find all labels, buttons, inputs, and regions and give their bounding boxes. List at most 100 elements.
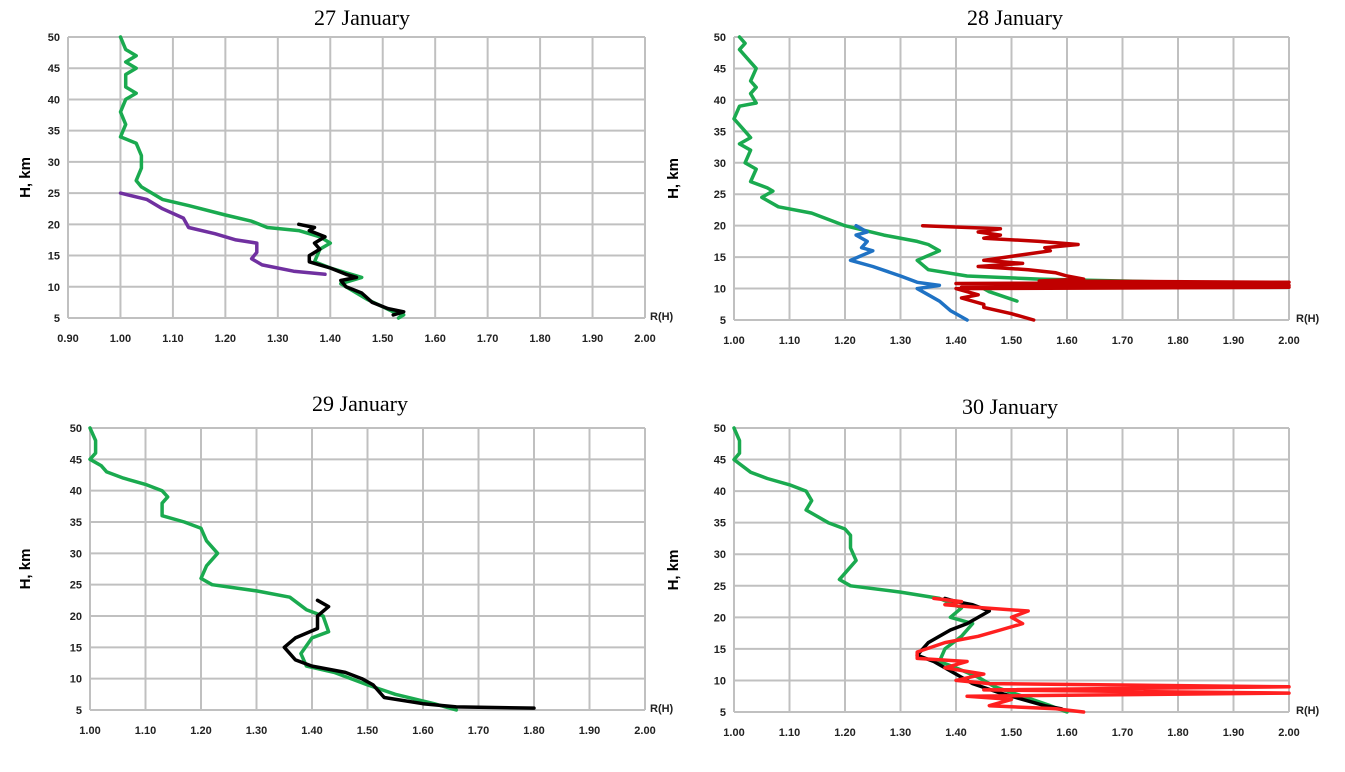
y-tick-label: 30	[714, 549, 726, 561]
x-tick-label: 2.00	[634, 333, 655, 345]
y-tick-label: 50	[714, 423, 726, 435]
chart-title: 28 January	[967, 5, 1063, 30]
x-tick-label: 2.00	[634, 725, 655, 737]
y-tick-label: 35	[714, 126, 726, 138]
series-line-3	[915, 596, 1291, 714]
y-tick-label: 40	[714, 486, 726, 498]
x-tick-label: 1.90	[579, 725, 600, 737]
x-tick-label: 1.70	[1112, 727, 1133, 739]
y-tick-label: 50	[70, 423, 82, 435]
x-tick-label: 1.80	[1167, 727, 1188, 739]
chart-panel-4: 30 January 1.00 1.10 1.20 1.30 1.40 1.50 1.60 1.…	[665, 394, 1320, 739]
x-axis-label: R(H)	[650, 703, 674, 715]
x-tick-label: 1.80	[529, 333, 550, 345]
series-line-2	[915, 596, 1064, 711]
y-tick-label: 10	[48, 282, 60, 294]
x-tick-label: 1.30	[890, 727, 911, 739]
x-axis-label: R(H)	[1296, 313, 1320, 325]
y-axis-label: H, km	[665, 158, 682, 199]
y-tick-label: 20	[714, 612, 726, 624]
y-tick-label: 5	[720, 315, 726, 327]
y-tick-label: 40	[70, 486, 82, 498]
y-tick-label: 20	[70, 611, 82, 623]
y-tick-label: 40	[48, 94, 60, 106]
x-tick-label: 1.40	[945, 335, 966, 347]
x-tick-label: 1.60	[1056, 727, 1077, 739]
series-line-1	[732, 35, 1180, 303]
x-tick-label: 1.90	[582, 333, 603, 345]
x-tick-label: 1.20	[215, 333, 236, 345]
x-tick-label: 2.00	[1278, 727, 1299, 739]
y-tick-label: 10	[714, 284, 726, 296]
y-tick-label: 10	[70, 674, 82, 686]
y-tick-label: 40	[714, 95, 726, 107]
y-tick-label: 35	[48, 126, 60, 138]
x-tick-label: 1.60	[1056, 335, 1077, 347]
y-tick-label: 45	[714, 63, 726, 75]
x-tick-label: 1.30	[267, 333, 288, 345]
y-tick-label: 30	[714, 158, 726, 170]
x-tick-label: 2.00	[1278, 335, 1299, 347]
x-tick-label: 1.50	[372, 333, 393, 345]
chart-title: 27 January	[314, 5, 410, 30]
x-tick-label: 1.00	[110, 333, 131, 345]
y-tick-label: 25	[70, 580, 82, 592]
y-axis-label: H, km	[665, 550, 682, 591]
x-tick-label: 1.70	[477, 333, 498, 345]
y-tick-label: 20	[48, 219, 60, 231]
chart-panel-1: 27 January 0.90 1.00 1.10 1.20 1.30 1.40 1.50 1.…	[17, 5, 674, 345]
series-line-2	[848, 223, 969, 322]
y-tick-label: 45	[48, 63, 60, 75]
x-tick-label: 1.20	[834, 727, 855, 739]
y-tick-label: 35	[70, 517, 82, 529]
y-tick-label: 5	[54, 313, 60, 325]
x-tick-label: 0.90	[57, 333, 78, 345]
y-tick-label: 45	[714, 455, 726, 467]
x-tick-label: 1.60	[412, 725, 433, 737]
chart-panel-3: 29 January 1.00 1.10 1.20 1.30 1.40 1.50 1.60 1.…	[17, 391, 674, 737]
x-axis-label: R(H)	[1296, 705, 1320, 717]
x-tick-label: 1.80	[523, 725, 544, 737]
x-tick-label: 1.00	[79, 725, 100, 737]
x-tick-label: 1.30	[246, 725, 267, 737]
y-tick-label: 50	[714, 32, 726, 44]
y-tick-label: 25	[714, 581, 726, 593]
y-tick-label: 35	[714, 518, 726, 530]
x-axis-label: R(H)	[650, 311, 674, 323]
x-tick-label: 1.50	[1001, 335, 1022, 347]
x-tick-label: 1.70	[1112, 335, 1133, 347]
x-tick-label: 1.50	[357, 725, 378, 737]
y-axis-label: H, km	[17, 549, 34, 590]
x-tick-label: 1.00	[723, 335, 744, 347]
y-tick-label: 15	[714, 644, 726, 656]
y-tick-label: 30	[48, 157, 60, 169]
y-tick-label: 45	[70, 454, 82, 466]
y-tick-label: 50	[48, 32, 60, 44]
y-tick-label: 30	[70, 548, 82, 560]
x-tick-label: 1.70	[468, 725, 489, 737]
series-line-3	[118, 191, 327, 277]
y-tick-label: 10	[714, 675, 726, 687]
y-axis-label: H, km	[17, 157, 34, 198]
series-line-2	[297, 222, 406, 317]
y-tick-label: 25	[48, 188, 60, 200]
y-tick-label: 15	[714, 252, 726, 264]
x-tick-label: 1.50	[1001, 727, 1022, 739]
chart-title: 29 January	[312, 391, 408, 416]
y-tick-label: 5	[76, 705, 82, 717]
series-line-2	[282, 598, 536, 710]
x-tick-label: 1.10	[779, 727, 800, 739]
y-tick-label: 15	[48, 251, 60, 263]
x-tick-label: 1.40	[301, 725, 322, 737]
x-tick-label: 1.40	[945, 727, 966, 739]
y-tick-label: 25	[714, 189, 726, 201]
x-tick-label: 1.00	[723, 727, 744, 739]
x-tick-label: 1.10	[779, 335, 800, 347]
x-tick-label: 1.10	[135, 725, 156, 737]
series-line-1	[118, 35, 406, 320]
x-tick-label: 1.60	[424, 333, 445, 345]
x-tick-label: 1.40	[320, 333, 341, 345]
chart-panel-2: 28 January 1.00 1.10 1.20 1.30 1.40 1.50 1.60 1.…	[665, 5, 1320, 347]
x-tick-label: 1.20	[834, 335, 855, 347]
